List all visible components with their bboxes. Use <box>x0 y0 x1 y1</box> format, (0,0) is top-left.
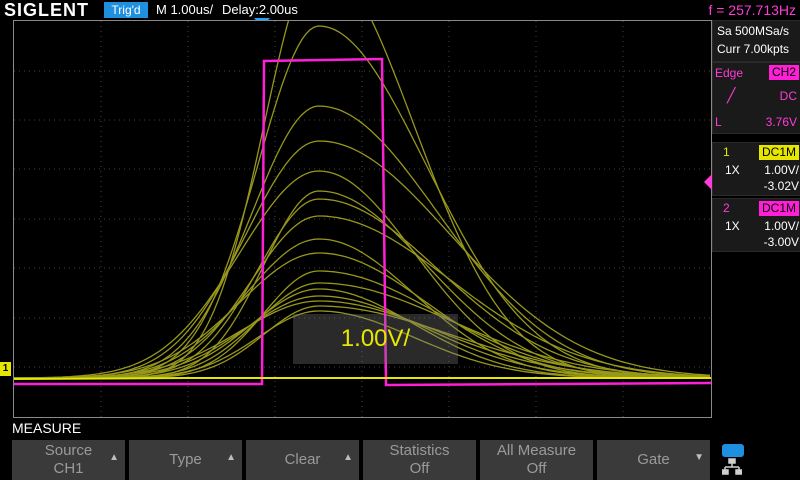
scale-popup: 1.00V/ <box>293 314 458 364</box>
softkey-all-measure-label: All Measure <box>496 442 577 459</box>
arrow-up-icon: ▲ <box>226 452 236 463</box>
ch1-persistence-trace <box>14 295 710 379</box>
ch1-number: 1 <box>723 145 730 159</box>
softkey-statistics-label: Statistics <box>389 442 450 459</box>
trigger-status-badge: Trig'd <box>104 2 148 18</box>
usb-icon <box>722 444 744 457</box>
ch1-waveform <box>14 21 711 379</box>
trigger-coupling: DC <box>779 89 797 103</box>
frequency-readout: f = 257.713Hz <box>708 2 796 18</box>
timebase-readout[interactable]: M 1.00us/ <box>156 2 214 17</box>
ch1-info-box[interactable]: 1 DC1M 1X 1.00V/ -3.02V <box>712 142 800 196</box>
softkey-source-label: Source <box>44 442 93 459</box>
network-icon <box>722 458 742 475</box>
brand-logo: SIGLENT <box>4 0 90 20</box>
softkey-statistics-value: Off <box>409 460 430 477</box>
trigger-type: Edge <box>715 66 744 80</box>
ch2-offset-marker[interactable] <box>704 174 712 190</box>
ch1-scale: 1.00V/ <box>764 163 799 177</box>
trigger-level-label: L <box>715 115 722 129</box>
softkey-gate-label: Gate <box>637 451 670 468</box>
ch1-persistence-trace <box>14 300 711 379</box>
trigger-source: CH2 <box>768 65 799 80</box>
ch1-offset: -3.02V <box>763 179 799 193</box>
softkey-all-measure[interactable]: All Measure Off <box>480 440 595 480</box>
ch1-persistence-trace <box>14 252 710 379</box>
arrow-down-icon: ▼ <box>694 452 704 463</box>
ch1-coupling: DC1M <box>758 145 799 160</box>
ch2-scale: 1.00V/ <box>764 219 799 233</box>
ch2-coupling: DC1M <box>758 201 799 216</box>
trigger-level: 3.76V <box>765 115 797 129</box>
softkey-all-measure-value: Off <box>526 460 547 477</box>
trigger-box[interactable]: Edge CH2 ╱ DC L 3.76V <box>712 62 800 134</box>
memory-depth: Curr 7.00kpts <box>717 42 790 56</box>
status-bar: SIGLENT Trig'd M 1.00us/ Delay:2.00us f … <box>0 0 800 20</box>
softkey-clear-label: Clear <box>284 451 321 468</box>
arrow-up-icon: ▲ <box>343 452 353 463</box>
acquisition-box[interactable]: Sa 500MSa/s Curr 7.00kpts <box>712 20 800 62</box>
softkey-type-label: Type <box>169 451 202 468</box>
ch2-probe: 1X <box>725 219 740 233</box>
softkey-type[interactable]: Type ▲ <box>129 440 244 480</box>
ch2-number: 2 <box>723 201 730 215</box>
softkey-clear[interactable]: Clear ▲ <box>246 440 361 480</box>
ch2-waveform <box>14 57 711 387</box>
ch1-probe: 1X <box>725 163 740 177</box>
ch1-persistence-trace <box>14 140 711 379</box>
softkey-source[interactable]: Source CH1 ▲ <box>12 440 127 480</box>
softkey-gate[interactable]: Gate ▼ <box>597 440 712 480</box>
softkey-statistics[interactable]: Statistics Off <box>363 440 478 480</box>
waveform-display[interactable]: 1.00V/ <box>13 20 712 418</box>
rising-edge-icon: ╱ <box>727 87 736 103</box>
ch2-offset: -3.00V <box>763 235 799 249</box>
arrow-up-icon: ▲ <box>109 452 119 463</box>
waveform-graticule <box>14 21 711 417</box>
softkey-source-value: CH1 <box>53 460 84 477</box>
delay-readout[interactable]: Delay:2.00us <box>222 2 298 17</box>
ch2-info-box[interactable]: 2 DC1M 1X 1.00V/ -3.00V <box>712 198 800 252</box>
menu-title: MEASURE <box>12 420 82 436</box>
ch1-ground-marker[interactable]: 1 <box>0 362 11 376</box>
sample-rate: Sa 500MSa/s <box>717 24 790 38</box>
